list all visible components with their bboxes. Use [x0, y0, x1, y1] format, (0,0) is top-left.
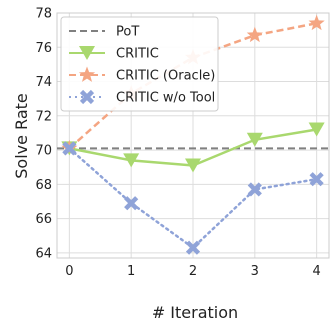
data-point-critic-oracle — [308, 14, 325, 31]
x-tick-label: 3 — [251, 264, 259, 279]
x-marker-stroke — [185, 240, 201, 255]
x-marker-stroke — [79, 89, 95, 105]
y-tick-label: 78 — [35, 7, 52, 22]
x-tick-label: 1 — [127, 264, 135, 279]
data-point-critic-oracle — [246, 26, 263, 43]
y-tick-label: 64 — [35, 246, 52, 261]
x-marker-stroke — [247, 182, 262, 197]
series-critic-w-o-tool — [62, 141, 324, 255]
x-marker-stroke — [62, 141, 77, 156]
legend-box — [60, 16, 219, 112]
y-tick-label: 74 — [35, 75, 52, 90]
legend-item-critic-oracle: CRITIC (Oracle) — [69, 66, 215, 84]
y-tick-label: 72 — [35, 109, 52, 124]
y-tick-label: 66 — [35, 212, 52, 227]
legend-swatch-marker — [79, 46, 95, 60]
x-tick-label: 4 — [312, 264, 320, 279]
legend-swatch-marker — [78, 66, 96, 82]
data-point-critic-w-o-tool — [309, 172, 324, 187]
x-tick-label: 2 — [189, 264, 197, 279]
legend: PoT CRITIC CRITIC (Oracle) CRITIC w/o Tool — [60, 16, 219, 112]
data-point-critic-w-o-tool — [124, 196, 139, 211]
x-tick-label: 0 — [65, 264, 73, 279]
legend-label: PoT — [116, 25, 139, 40]
y-tick-label: 76 — [35, 41, 52, 56]
data-point-critic-w-o-tool — [185, 240, 201, 255]
legend-label: CRITIC — [116, 47, 159, 62]
data-point-critic — [123, 153, 140, 168]
plot-border — [56, 12, 330, 259]
legend-label: CRITIC (Oracle) — [116, 69, 215, 84]
x-marker-stroke — [124, 196, 139, 211]
y-tick-label: 68 — [35, 178, 52, 193]
data-point-critic — [308, 122, 325, 137]
y-axis-title: Solve Rate — [12, 93, 31, 178]
legend-label: CRITIC w/o Tool — [116, 91, 215, 106]
data-point-critic-w-o-tool — [62, 141, 77, 156]
data-point-critic — [185, 158, 201, 173]
y-tick-label: 70 — [35, 144, 52, 159]
ticks-layer: 0 1 2 3 4 64 66 68 70 72 74 76 78 — [35, 7, 320, 280]
x-axis-title: # Iteration — [152, 303, 238, 322]
data-point-critic — [246, 132, 263, 147]
data-point-critic-w-o-tool — [247, 182, 262, 197]
legend-item-critic-w-o-tool: CRITIC w/o Tool — [69, 89, 215, 106]
legend-swatch-marker — [79, 89, 95, 105]
x-marker-stroke — [309, 172, 324, 187]
legend-item-critic: CRITIC — [69, 46, 159, 62]
legend-item-pot: PoT — [69, 25, 139, 40]
